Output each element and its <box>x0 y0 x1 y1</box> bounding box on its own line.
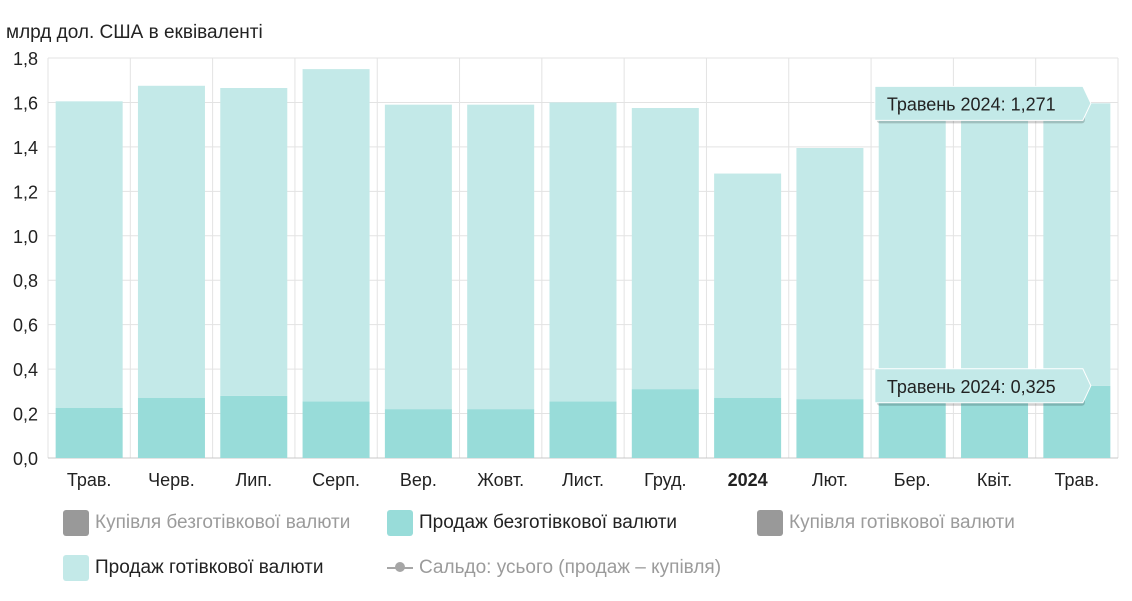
tooltip: Травень 2024: 0,325 <box>874 368 1092 406</box>
legend-item-balance[interactable]: Сальдо: усього (продаж – купівля) <box>387 550 721 586</box>
bar-segment-sell-cash <box>878 109 946 398</box>
y-tick-label: 1,0 <box>13 227 38 247</box>
axis-labels: 0,0 0,2 0,4 0,6 0,8 1,0 1,2 1,4 1,6 1,8 Трав. Черв.… <box>13 49 1099 490</box>
bar-chart: млрд дол. США в еквіваленті 0,0 0,2 0,4 0,6… <box>6 22 1119 490</box>
legend: Купівля безготівкової валюти Продаж безг… <box>60 505 1120 595</box>
legend-item-buy-cash[interactable]: Купівля готівкової валюти <box>757 505 1015 541</box>
bar-segment-sell-noncash <box>796 399 864 458</box>
bar-segment-sell-noncash <box>878 398 946 458</box>
legend-label-balance: Сальдо: усього (продаж – купівля) <box>419 557 722 578</box>
x-tick-label: Лист. <box>562 470 604 490</box>
y-tick-label: 0,6 <box>13 316 38 336</box>
bar-segment-sell-noncash <box>137 398 205 458</box>
legend-item-sell-cash[interactable]: Продаж готівкової валюти <box>63 550 323 586</box>
y-tick-label: 0,8 <box>13 271 38 291</box>
y-tick-label: 0,0 <box>13 449 38 469</box>
y-tick-label: 1,4 <box>13 138 38 158</box>
bar-segment-sell-noncash <box>631 389 699 458</box>
bar-segment-sell-cash <box>796 148 864 400</box>
tooltip: Травень 2024: 1,271 <box>874 85 1092 124</box>
bar-segment-sell-cash <box>55 101 123 408</box>
y-tick-label: 1,2 <box>13 182 38 202</box>
legend-item-sell-noncash[interactable]: Продаж безготівкової валюти <box>387 505 677 541</box>
x-tick-label: Лют. <box>812 470 848 490</box>
x-tick-label: Лип. <box>235 470 272 490</box>
legend-item-buy-noncash[interactable]: Купівля безготівкової валюти <box>63 505 350 541</box>
y-tick-label: 0,4 <box>13 360 38 380</box>
legend-label-buy-cash: Купівля готівкової валюти <box>789 512 1015 533</box>
legend-label-buy-noncash: Купівля безготівкової валюти <box>95 512 351 533</box>
bar-segment-sell-cash <box>137 85 205 399</box>
legend-label-sell-cash: Продаж готівкової валюти <box>95 557 324 578</box>
x-tick-label: Черв. <box>148 470 195 490</box>
bar-segment-sell-noncash <box>55 408 123 458</box>
tooltip-text: Травень 2024: 0,325 <box>887 377 1056 397</box>
y-tick-label: 0,2 <box>13 405 38 425</box>
x-tick-label: Вер. <box>400 470 437 490</box>
y-axis-title: млрд дол. США в еквіваленті <box>6 22 263 43</box>
x-tick-label: Бер. <box>894 470 931 490</box>
bar-segment-sell-cash <box>631 108 699 390</box>
bar-segment-sell-noncash <box>384 409 452 458</box>
y-tick-label: 1,6 <box>13 93 38 113</box>
x-tick-label: Серп. <box>312 470 360 490</box>
legend-swatch-buy-cash <box>757 510 783 536</box>
bar-segment-sell-cash <box>549 102 617 402</box>
bar-segment-sell-cash <box>1043 103 1111 386</box>
tooltips: Травень 2024: 1,271 Травень 2024: 0,325 <box>874 85 1092 406</box>
bar-segment-sell-noncash <box>961 394 1029 458</box>
legend-swatch-sell-noncash <box>387 510 413 536</box>
x-tick-label: Квіт. <box>977 470 1012 490</box>
bar-segment-sell-noncash <box>714 398 782 458</box>
bar-segment-sell-cash <box>467 104 535 410</box>
x-tick-label: 2024 <box>728 470 768 490</box>
x-tick-label: Жовт. <box>477 470 524 490</box>
tooltip-box <box>874 85 1092 121</box>
legend-line-marker-balance <box>387 555 413 581</box>
bar-segment-sell-noncash <box>302 401 370 458</box>
bar-segment-sell-noncash <box>220 395 288 458</box>
y-tick-label: 1,8 <box>13 49 38 69</box>
legend-label-sell-noncash: Продаж безготівкової валюти <box>419 512 678 533</box>
bar-segment-sell-cash <box>714 173 782 398</box>
bar-segment-sell-cash <box>220 88 288 396</box>
bar-segment-sell-cash <box>384 104 452 410</box>
x-tick-label: Трав. <box>1055 470 1100 490</box>
x-tick-label: Трав. <box>67 470 112 490</box>
bar-segment-sell-noncash <box>467 409 535 458</box>
bar-segment-sell-noncash <box>549 401 617 458</box>
tooltip-box <box>874 368 1092 404</box>
bar-segment-sell-cash <box>302 69 370 402</box>
x-tick-label: Груд. <box>644 470 686 490</box>
tooltip-text: Травень 2024: 1,271 <box>887 94 1056 114</box>
bar-segment-sell-cash <box>961 104 1029 395</box>
legend-swatch-sell-cash <box>63 555 89 581</box>
legend-swatch-buy-noncash <box>63 510 89 536</box>
bars <box>55 69 1111 458</box>
